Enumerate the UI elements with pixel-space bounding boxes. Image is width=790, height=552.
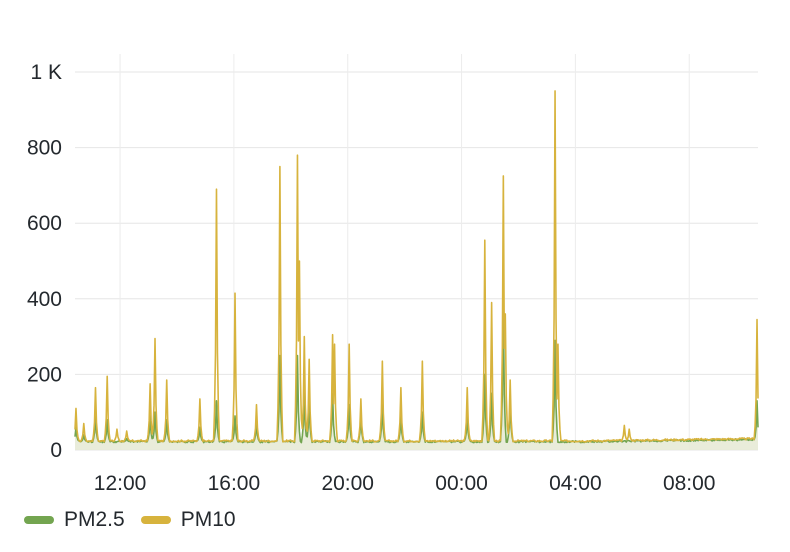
y-tick-label: 0 — [50, 439, 62, 462]
legend-item-pm10[interactable]: PM10 — [140, 508, 236, 532]
x-tick-label: 20:00 — [321, 472, 374, 495]
pm25-area-fill — [75, 306, 758, 450]
y-tick-label: 200 — [27, 363, 62, 386]
legend-swatch-pm10 — [140, 516, 171, 524]
chart-legend: PM2.5 PM10 — [24, 506, 236, 534]
pm-line-chart[interactable]: 0 200 400 600 800 1 K 12:00 16:00 20:00 00:00 04:… — [0, 0, 790, 500]
y-tick-label: 400 — [27, 288, 62, 311]
pm10-series-line[interactable] — [74, 90, 759, 443]
y-tick-label: 800 — [27, 137, 62, 160]
x-tick-label: 16:00 — [208, 472, 261, 495]
legend-label-pm25: PM2.5 — [64, 508, 125, 531]
y-tick-label: 600 — [27, 212, 62, 235]
legend-swatch-pm25 — [24, 516, 54, 524]
series-lines — [74, 90, 759, 450]
x-tick-label: 00:00 — [435, 472, 488, 495]
x-tick-label: 04:00 — [549, 472, 602, 495]
grid-lines — [75, 54, 758, 451]
y-axis-ticks: 0 200 400 600 800 1 K — [27, 61, 62, 462]
y-tick-label: 1 K — [30, 61, 62, 84]
x-axis-ticks: 12:00 16:00 20:00 00:00 04:00 08:00 — [94, 472, 716, 495]
x-tick-label: 12:00 — [94, 472, 147, 495]
legend-item-pm25[interactable]: PM2.5 — [24, 508, 125, 532]
legend-label-pm10: PM10 — [180, 508, 236, 531]
x-tick-label: 08:00 — [663, 472, 716, 495]
